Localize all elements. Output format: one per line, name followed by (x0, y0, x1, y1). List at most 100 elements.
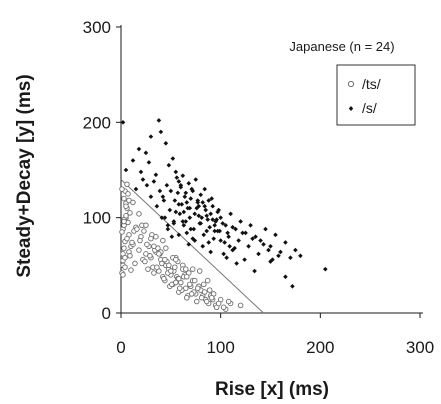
point-series-1 (215, 209, 220, 215)
point-series-1 (183, 190, 189, 196)
point-series-0 (136, 247, 142, 253)
point-series-1 (162, 215, 168, 220)
point-series-1 (154, 203, 160, 209)
point-series-1 (223, 222, 228, 228)
point-series-0 (215, 300, 222, 307)
point-series-1 (270, 257, 275, 262)
x-tick-label: 300 (406, 338, 434, 357)
point-series-1 (323, 266, 328, 272)
point-series-1 (204, 213, 210, 219)
point-series-0 (124, 181, 130, 188)
point-series-1 (157, 188, 163, 194)
point-series-1 (176, 202, 182, 207)
point-series-0 (153, 233, 159, 240)
point-series-0 (196, 268, 203, 274)
point-series-1 (186, 181, 192, 186)
point-series-1 (172, 198, 178, 203)
point-series-1 (224, 255, 229, 261)
point-series-1 (211, 236, 216, 241)
point-series-1 (210, 217, 215, 222)
point-series-1 (168, 188, 174, 194)
point-series-0 (192, 277, 198, 284)
point-series-1 (161, 198, 167, 203)
point-series-0 (124, 235, 130, 242)
point-series-0 (156, 251, 162, 257)
point-series-0 (127, 253, 133, 259)
point-series-0 (206, 287, 213, 293)
point-series-0 (125, 191, 131, 197)
point-series-1 (182, 194, 188, 199)
x-tick-label: 100 (206, 338, 234, 357)
legend-label-s: /s/ (362, 100, 377, 116)
point-series-1 (218, 215, 223, 220)
point-series-1 (203, 207, 209, 213)
point-series-0 (147, 253, 153, 259)
point-series-1 (179, 202, 185, 207)
point-series-0 (176, 275, 182, 282)
point-series-1 (188, 226, 194, 232)
point-series-1 (187, 205, 193, 211)
point-series-0 (143, 222, 149, 229)
point-series-1 (156, 118, 162, 123)
point-series-0 (183, 266, 189, 272)
point-series-1 (221, 251, 226, 257)
point-series-1 (210, 203, 215, 209)
point-series-1 (263, 226, 268, 232)
point-series-1 (120, 120, 126, 125)
point-series-0 (145, 266, 151, 272)
point-series-1 (148, 194, 154, 199)
point-series-0 (119, 229, 125, 235)
point-series-1 (158, 129, 164, 135)
point-series-1 (189, 186, 195, 192)
point-series-1 (246, 243, 251, 249)
point-series-1 (268, 259, 273, 264)
legend: /ts/ /s/ (336, 64, 416, 126)
point-series-1 (160, 194, 166, 199)
point-series-0 (119, 186, 125, 192)
point-series-1 (180, 173, 186, 179)
point-series-1 (243, 230, 248, 236)
point-series-0 (189, 291, 195, 297)
point-series-1 (230, 224, 235, 230)
point-series-0 (190, 266, 196, 272)
point-series-1 (200, 243, 206, 249)
point-series-1 (228, 211, 233, 217)
point-series-0 (151, 243, 157, 250)
point-series-0 (123, 213, 129, 219)
point-series-1 (146, 160, 152, 165)
point-series-1 (225, 230, 230, 236)
point-series-1 (261, 242, 266, 247)
point-series-1 (273, 232, 278, 238)
point-series-1 (233, 226, 238, 232)
point-series-1 (208, 249, 213, 255)
point-series-1 (180, 219, 186, 224)
point-series-1 (268, 243, 273, 249)
point-series-1 (230, 247, 235, 253)
point-series-1 (196, 213, 202, 219)
point-series-1 (163, 141, 169, 146)
point-series-0 (121, 218, 127, 225)
point-series-0 (194, 285, 201, 291)
point-series-0 (208, 294, 215, 301)
y-tick-label: 0 (102, 304, 111, 323)
point-series-0 (151, 270, 157, 276)
point-series-1 (258, 238, 263, 243)
point-series-1 (252, 268, 257, 274)
point-series-0 (132, 260, 138, 267)
point-series-1 (188, 196, 194, 201)
point-series-1 (186, 242, 192, 247)
point-series-1 (192, 211, 198, 217)
point-series-0 (200, 281, 207, 288)
point-series-1 (138, 169, 144, 175)
point-series-1 (198, 192, 204, 198)
point-series-1 (288, 255, 293, 261)
point-series-1 (196, 203, 202, 209)
y-tick-label: 100 (83, 209, 111, 228)
point-series-1 (200, 200, 206, 205)
point-series-1 (202, 186, 208, 192)
point-series-1 (215, 228, 220, 234)
point-series-1 (136, 146, 142, 152)
point-series-1 (190, 236, 196, 241)
point-series-1 (207, 224, 213, 230)
point-series-1 (266, 247, 271, 253)
